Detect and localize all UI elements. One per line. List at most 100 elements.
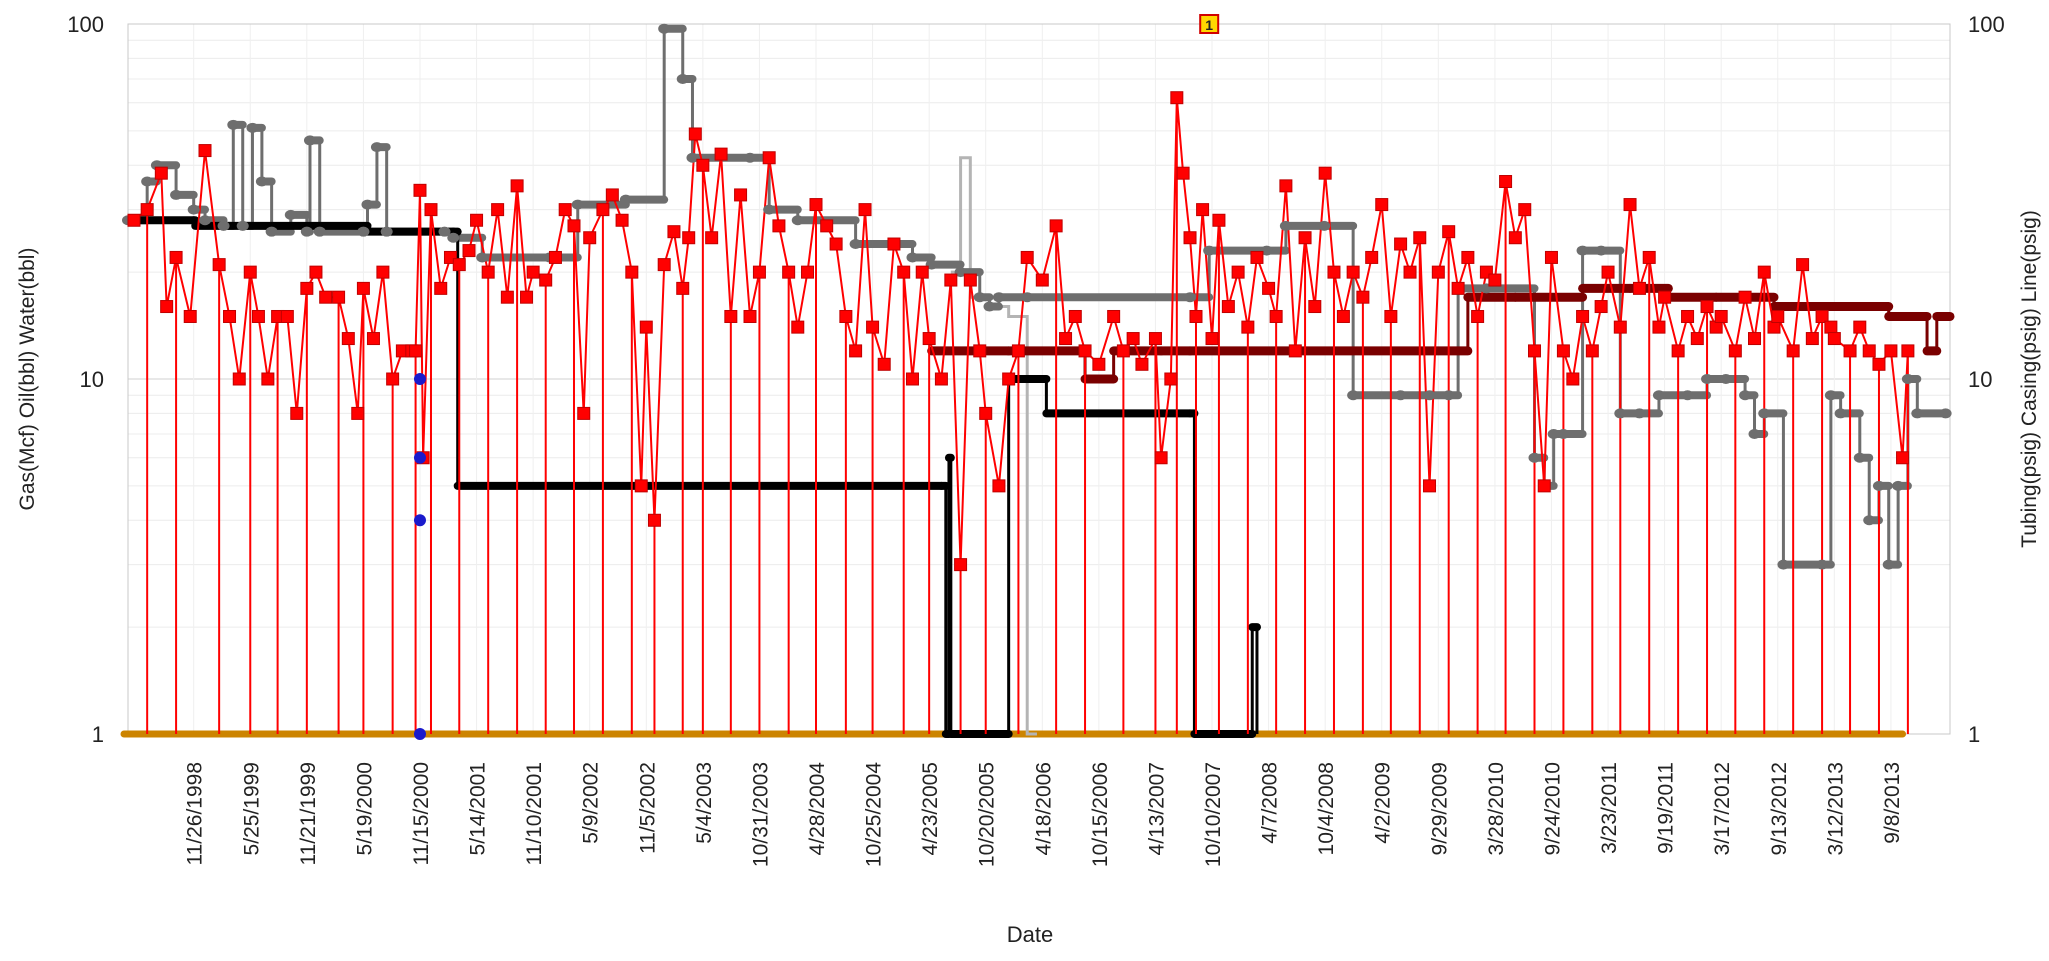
water-point (887, 237, 901, 251)
water-point (251, 309, 265, 323)
tubing-point (1863, 515, 1876, 526)
water-point (1164, 372, 1178, 386)
blue-point (413, 373, 426, 385)
water-point (183, 309, 197, 323)
water-point (1288, 344, 1302, 358)
x-tick-label: 5/19/2000 (353, 762, 376, 855)
water-point (1126, 332, 1140, 346)
tubing-point (1394, 390, 1407, 401)
water-point (526, 265, 540, 279)
x-tick-label: 4/2/2009 (1372, 762, 1395, 844)
water-point (351, 406, 365, 420)
water-point (1308, 300, 1322, 314)
tubing-point (973, 292, 986, 303)
tubing-point (992, 292, 1005, 303)
water-point (376, 265, 390, 279)
tubing-point (1777, 559, 1790, 570)
water-point (424, 203, 438, 217)
tubing-point (1719, 374, 1732, 384)
tubing-point (447, 232, 460, 243)
water-point (1346, 265, 1360, 279)
water-point (1078, 344, 1092, 358)
x-tick-label: 10/4/2008 (1315, 762, 1338, 855)
water-point (1824, 320, 1838, 334)
water-point (1298, 231, 1312, 245)
water-point (1176, 166, 1190, 180)
y-tick-label-left: 10 (80, 367, 104, 392)
water-point (548, 250, 562, 264)
x-tick-label: 9/19/2011 (1655, 762, 1678, 854)
water-point (752, 265, 766, 279)
tubing-point (1681, 390, 1694, 401)
water-point (1442, 225, 1456, 239)
water-point (1212, 213, 1226, 227)
tubing-point (1652, 390, 1665, 401)
tubing-point (236, 220, 249, 231)
water-point (1049, 219, 1063, 233)
x-tick-label: 9/13/2012 (1768, 762, 1791, 855)
tubing-point (1748, 428, 1761, 439)
tubing-point (1939, 408, 1952, 419)
water-point (992, 479, 1006, 493)
water-series-line (133, 97, 1909, 734)
x-tick-label: 4/23/2005 (919, 762, 942, 855)
water-point (434, 281, 448, 295)
water-point (682, 231, 696, 245)
tubing-point (849, 239, 862, 250)
water-point (1423, 479, 1437, 493)
water-point (1862, 344, 1876, 358)
water-point (169, 250, 183, 264)
water-point (1002, 372, 1016, 386)
x-tick-label: 3/28/2010 (1485, 762, 1508, 855)
water-point (1896, 451, 1910, 465)
water-point (829, 237, 843, 251)
water-point (615, 213, 629, 227)
water-point (963, 273, 977, 287)
water-point (1375, 198, 1389, 212)
water-point (676, 281, 690, 295)
water-point (1327, 265, 1341, 279)
water-point (154, 166, 168, 180)
x-tick-label: 10/31/2003 (749, 762, 772, 867)
tubing-point (1614, 408, 1627, 419)
water-point (791, 320, 805, 334)
water-point (688, 127, 702, 141)
water-point (934, 372, 948, 386)
water-point (922, 332, 936, 346)
water-point (366, 332, 380, 346)
water-point (866, 320, 880, 334)
x-axis-title: Date (1007, 922, 1053, 947)
tubing-point (187, 204, 200, 215)
water-point (1336, 309, 1350, 323)
water-point (1269, 309, 1283, 323)
water-point (1488, 273, 1502, 287)
water-point (1728, 344, 1742, 358)
x-tick-label: 9/8/2013 (1881, 762, 1904, 844)
water-point (481, 265, 495, 279)
water-point (820, 219, 834, 233)
x-tick-label: 11/15/2000 (410, 762, 433, 866)
tubing-point (1347, 390, 1360, 401)
water-point (743, 309, 757, 323)
tubing-point (300, 226, 313, 237)
water-point (1658, 290, 1672, 304)
water-point (341, 332, 355, 346)
water-point (1394, 237, 1408, 251)
water-point (1461, 250, 1475, 264)
water-point (1566, 372, 1580, 386)
water-point (462, 244, 476, 258)
tubing-point (361, 199, 374, 210)
water-point (1613, 320, 1627, 334)
water-point (1872, 357, 1886, 371)
water-point (1805, 332, 1819, 346)
water-point (1853, 320, 1867, 334)
water-point (849, 344, 863, 358)
water-point (1221, 300, 1235, 314)
water-point (1901, 344, 1915, 358)
blue-point (413, 728, 426, 740)
tubing-point (658, 23, 671, 34)
water-point (1556, 344, 1570, 358)
tubing-point (1701, 374, 1714, 384)
water-point (1585, 344, 1599, 358)
water-point (1154, 451, 1168, 465)
